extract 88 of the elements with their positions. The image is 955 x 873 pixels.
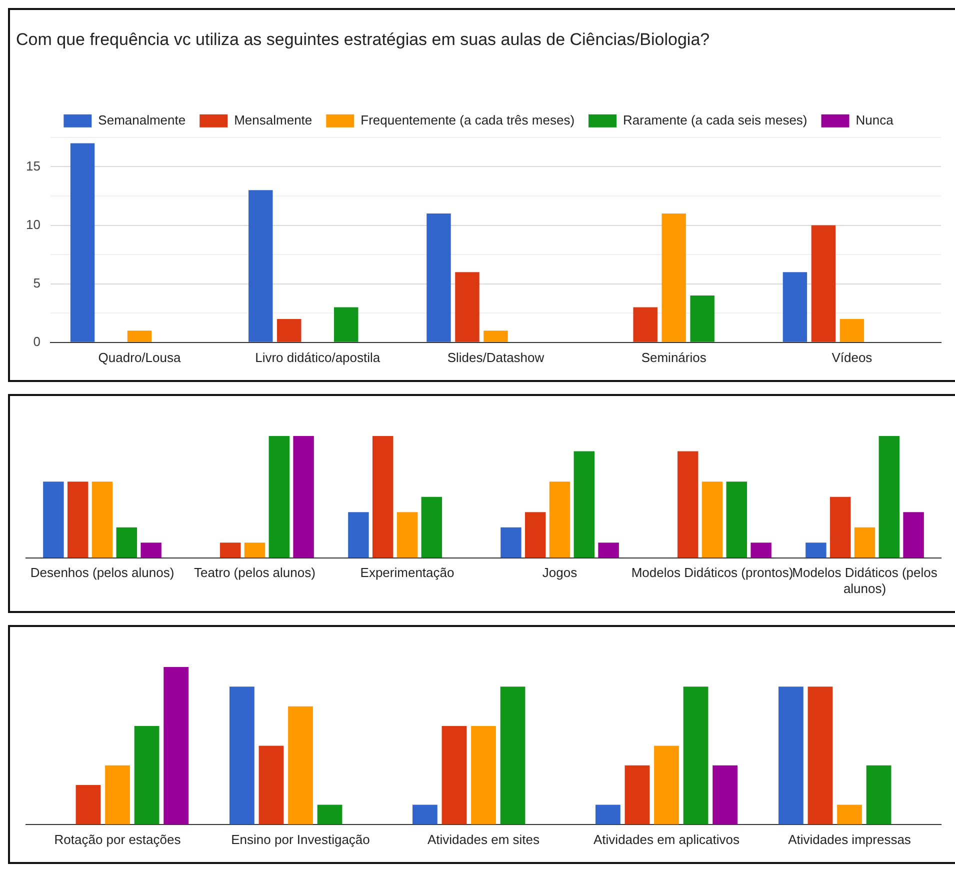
y-tick-label: 5 bbox=[33, 275, 40, 290]
bar bbox=[702, 482, 723, 558]
y-tick-label: 15 bbox=[26, 158, 40, 174]
bar bbox=[624, 765, 650, 824]
bar bbox=[837, 804, 862, 824]
x-tick-label: Jogos bbox=[542, 565, 578, 580]
x-tick-label: Quadro/Lousa bbox=[98, 350, 182, 365]
bar bbox=[348, 512, 369, 558]
bar bbox=[229, 686, 254, 824]
x-tick-label: Teatro (pelos alunos) bbox=[194, 565, 316, 580]
bar bbox=[471, 726, 496, 824]
bar bbox=[442, 726, 467, 824]
bar bbox=[372, 436, 394, 558]
x-tick-label: Seminários bbox=[641, 350, 707, 365]
bar bbox=[830, 496, 851, 558]
bar bbox=[293, 436, 314, 558]
bar bbox=[164, 667, 189, 824]
bar bbox=[840, 318, 864, 342]
bar bbox=[500, 686, 526, 824]
bar bbox=[43, 482, 64, 558]
bar bbox=[806, 542, 826, 558]
bar bbox=[277, 318, 302, 342]
bar bbox=[782, 272, 808, 342]
x-tick-label: Atividades em sites bbox=[428, 832, 540, 847]
legend-label: Mensalmente bbox=[234, 112, 312, 128]
bar bbox=[268, 436, 290, 558]
bar bbox=[248, 190, 273, 342]
bar bbox=[633, 307, 658, 342]
bar bbox=[549, 482, 570, 558]
bar bbox=[654, 746, 679, 824]
bar bbox=[712, 765, 738, 824]
bar bbox=[334, 307, 358, 342]
bar bbox=[105, 765, 130, 824]
x-tick-label: Rotação por estações bbox=[54, 832, 182, 847]
bar bbox=[808, 686, 833, 824]
bar bbox=[134, 726, 160, 824]
legend-label: Frequentemente (a cada três meses) bbox=[360, 112, 575, 128]
legend-label: Nunca bbox=[856, 112, 894, 128]
bar bbox=[92, 482, 113, 558]
bar bbox=[258, 746, 284, 824]
bar bbox=[116, 527, 138, 558]
bar bbox=[778, 686, 804, 824]
bar bbox=[854, 527, 876, 558]
bar bbox=[662, 214, 686, 342]
x-tick-label: Desenhos (pelos alunos) bbox=[30, 565, 174, 580]
bar bbox=[127, 330, 152, 342]
bar bbox=[574, 451, 595, 558]
bar bbox=[412, 804, 438, 824]
bar bbox=[690, 296, 714, 342]
y-tick-label: 0 bbox=[33, 334, 40, 349]
x-tick-label: Slides/Datashow bbox=[447, 350, 545, 365]
bar bbox=[396, 512, 418, 558]
bar bbox=[595, 804, 620, 824]
bar bbox=[683, 686, 708, 824]
x-tick-label: Ensino por Investigação bbox=[231, 832, 370, 847]
bar bbox=[220, 542, 241, 558]
x-tick-label: Vídeos bbox=[832, 350, 873, 365]
bar bbox=[484, 330, 508, 342]
bar bbox=[426, 214, 451, 342]
bar bbox=[317, 804, 342, 824]
bar bbox=[677, 451, 698, 558]
bar bbox=[598, 542, 619, 558]
x-tick-label: Atividades em aplicativos bbox=[594, 832, 740, 847]
bar bbox=[866, 765, 892, 824]
x-tick-label: Atividades impressas bbox=[788, 832, 912, 847]
bar bbox=[70, 143, 95, 342]
x-tick-label: Modelos Didáticos (prontos) bbox=[631, 565, 794, 580]
x-tick-label: Experimentação bbox=[360, 565, 454, 580]
bar bbox=[140, 542, 162, 558]
x-tick-label: Livro didático/apostila bbox=[255, 350, 381, 365]
bar bbox=[244, 542, 266, 558]
y-tick-label: 10 bbox=[26, 216, 40, 232]
bar bbox=[750, 542, 772, 558]
bar bbox=[455, 272, 480, 342]
legend-label: Semanalmente bbox=[98, 112, 186, 128]
bar bbox=[288, 706, 313, 824]
bar bbox=[421, 496, 442, 558]
bar bbox=[726, 482, 748, 558]
bar bbox=[903, 512, 924, 558]
bar bbox=[878, 436, 900, 558]
bar bbox=[67, 482, 88, 558]
bar bbox=[76, 785, 101, 824]
legend-label: Raramente (a cada seis meses) bbox=[623, 112, 808, 128]
bar bbox=[811, 225, 836, 342]
chart-title: Com que frequência vc utiliza as seguintes estratégias em suas aulas de Ciências/Biologia? bbox=[16, 30, 710, 49]
bar bbox=[500, 527, 522, 558]
x-tick-label: Modelos Didáticos (pelos alunos) bbox=[792, 565, 938, 596]
bar bbox=[524, 512, 546, 558]
